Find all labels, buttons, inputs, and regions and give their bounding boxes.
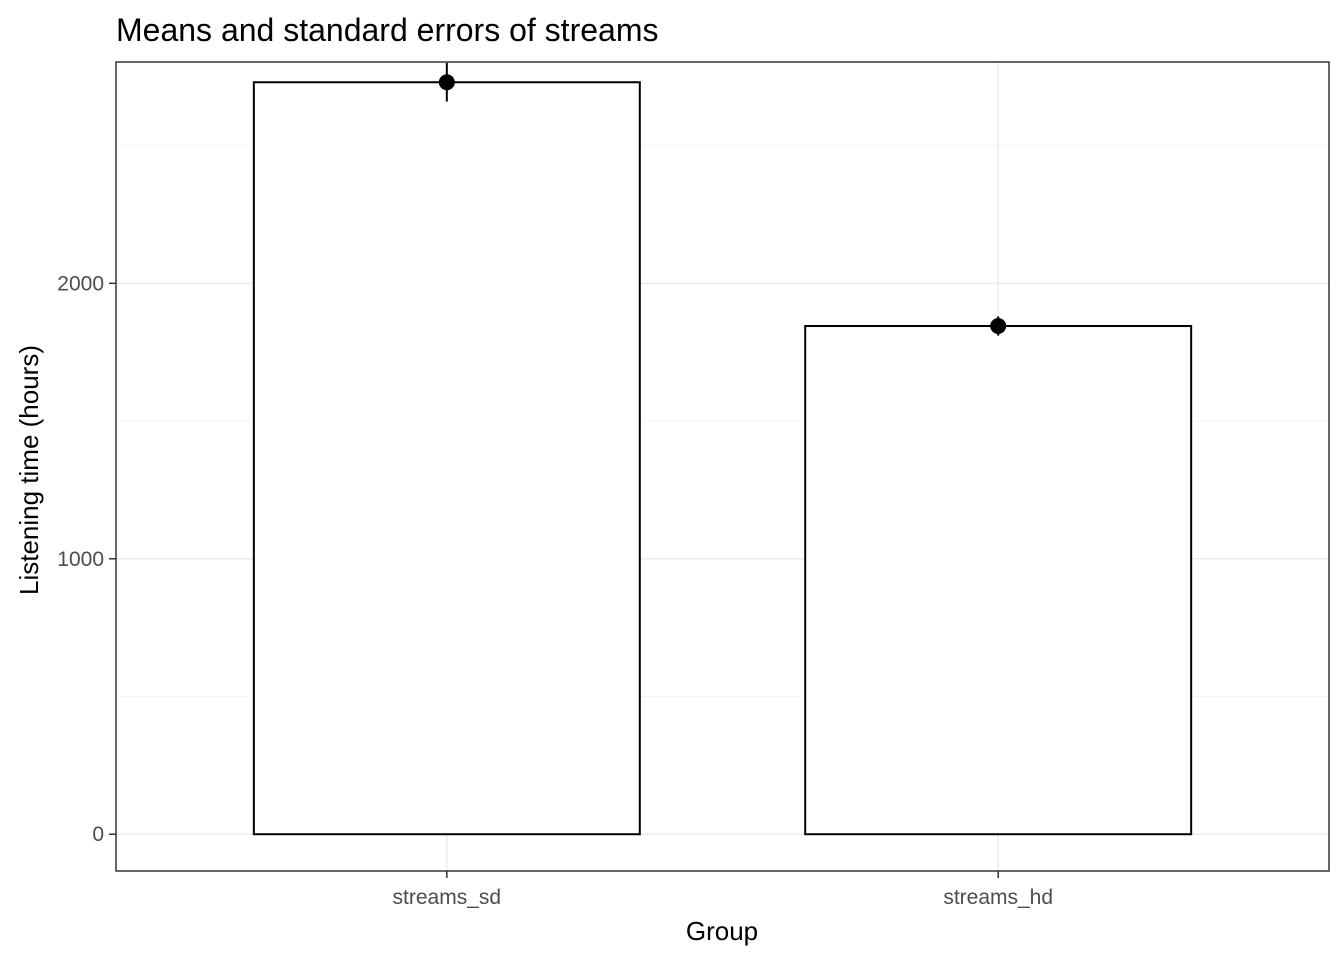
error-bars [438,62,1007,336]
panel-border [115,61,1330,872]
y-tick-label: 0 [92,823,104,846]
y-tick-label: 1000 [57,548,104,571]
mean-point-streams_hd [990,318,1007,335]
x-tick-label: streams_hd [943,886,1053,909]
bar-streams_hd [804,325,1193,836]
chart-title: Means and standard errors of streams [116,12,658,48]
x-tick-label: streams_sd [393,886,502,909]
y-axis-title: Listening time (hours) [14,345,44,595]
x-axis-title: Group [686,916,758,946]
bars [252,81,1193,836]
axes: 0 1000 2000 streams_sd streams_hd [57,272,1053,909]
bar-streams_sd [252,81,641,836]
y-tick-label: 2000 [57,272,104,295]
mean-point-streams_sd [438,74,455,91]
